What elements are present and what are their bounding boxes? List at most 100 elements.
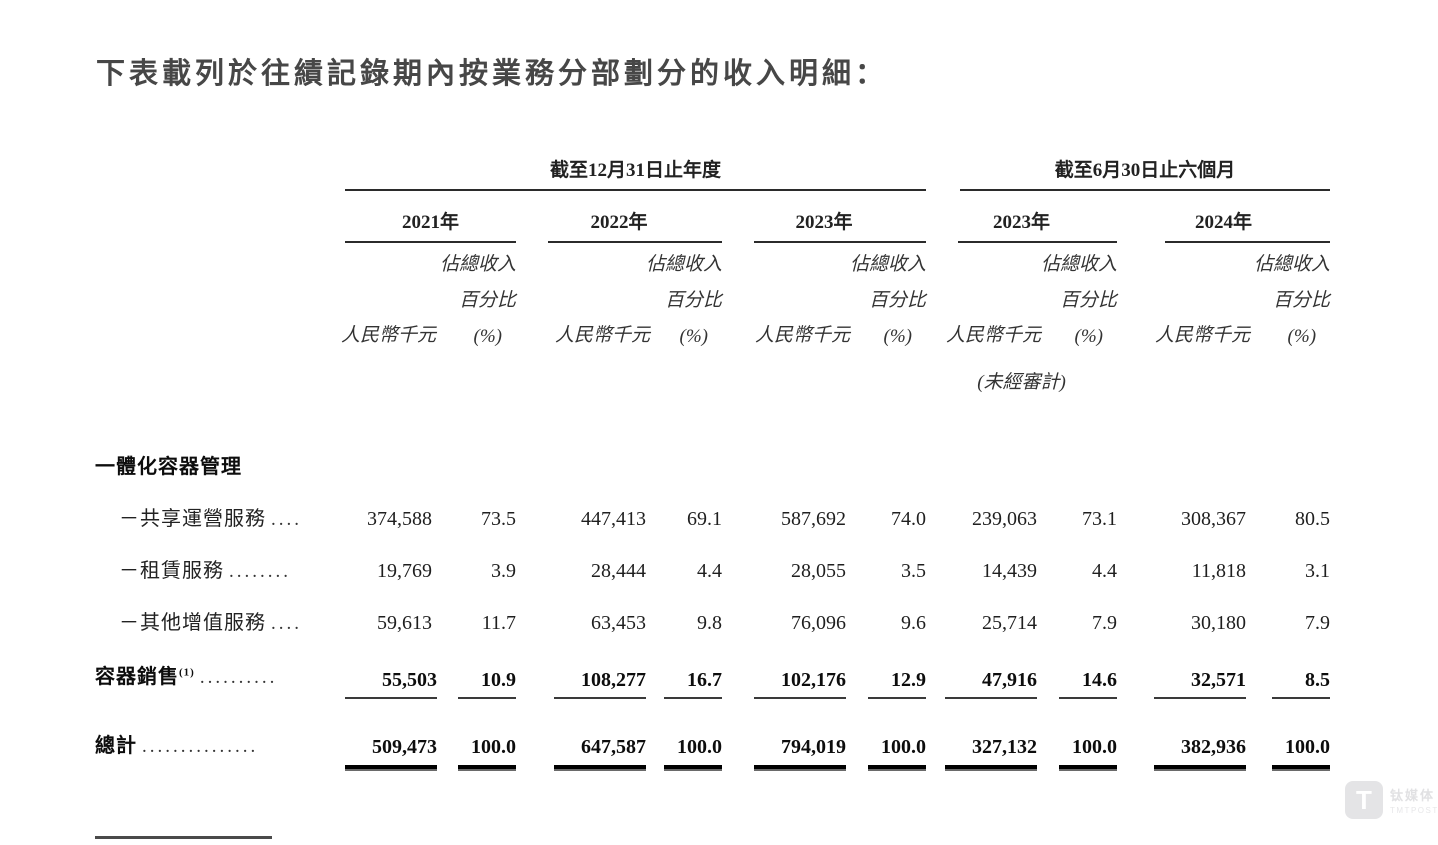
revenue-value-cell: 76,096 (791, 612, 846, 634)
revenue-value-cell: 30,180 (1191, 612, 1247, 634)
year-col-2021: 2021年 (345, 191, 516, 243)
year-col-2023-interim: 2023年 (926, 191, 1118, 243)
percent-header-cell: 佔總收入 百分比 (%) (439, 254, 516, 347)
percent-value-cell: 7.9 (1305, 612, 1331, 634)
period-group-annual: 截至12月31日止年度 (345, 145, 927, 191)
revenue-value-cell: 382,936 (1117, 699, 1247, 771)
revenue-breakdown-table: 截至12月31日止年度 截至6月30日止六個月 2021年 2022年 2023… (95, 145, 1331, 771)
revenue-value-cell: 25,714 (982, 612, 1038, 634)
empty-cell (95, 145, 345, 191)
year-col-2023: 2023年 (722, 191, 927, 243)
period-group-header-row: 截至12月31日止年度 截至6月30日止六個月 (95, 145, 1331, 191)
row-other-value-added-services: －其他增值服務.... 59,613 11.7 63,453 9.8 76,09… (95, 583, 1330, 635)
period-group-label-annual: 截至12月31日止年度 (345, 155, 927, 191)
period-group-label-interim: 截至6月30日止六個月 (960, 155, 1331, 191)
percent-header-cell: 佔總收入 百分比 (%) (646, 254, 723, 347)
year-header-row: 2021年 2022年 2023年 2023年 2024年 (95, 191, 1331, 243)
percent-value-cell: 9.6 (901, 612, 927, 634)
row-label: －租賃服務........ (119, 560, 291, 582)
percent-value-cell: 4.4 (1092, 560, 1118, 582)
unit-header-cell: 人民幣千元 (1155, 325, 1251, 346)
percent-value-cell: 11.7 (481, 612, 516, 634)
tmtpost-watermark-text: 钛媒体 TMTPOST (1390, 785, 1438, 815)
spacer-row (95, 395, 1330, 425)
percent-value-cell: 73.1 (1082, 508, 1118, 530)
row-label: －共享運營服務.... (119, 508, 302, 530)
percent-value-cell: 69.1 (687, 508, 722, 530)
percent-value-cell: 80.5 (1295, 508, 1331, 530)
percent-value-cell: 10.9 (432, 635, 516, 699)
period-group-interim: 截至6月30日止六個月 (926, 145, 1331, 191)
revenue-value-cell: 55,503 (345, 635, 437, 699)
percent-value-cell: 100.0 (646, 699, 722, 771)
percent-value-cell: 100.0 (432, 699, 516, 771)
percent-value-cell: 100.0 (1037, 699, 1118, 771)
revenue-value-cell: 19,769 (377, 560, 432, 582)
unaudited-note-row: (未經審計) (95, 355, 1330, 395)
empty-cell (95, 191, 345, 243)
revenue-value-cell: 28,444 (591, 560, 646, 582)
revenue-value-cell: 11,818 (1191, 560, 1247, 582)
row-leasing-services: －租賃服務........ 19,769 3.9 28,444 4.4 28,0… (95, 531, 1330, 583)
watermark-name-cn: 钛媒体 (1390, 788, 1436, 803)
revenue-table: 截至12月31日止年度 截至6月30日止六個月 2021年 2022年 2023… (95, 145, 1331, 771)
percent-value-cell: 8.5 (1246, 635, 1331, 699)
unit-header-cell: 人民幣千元 (340, 325, 436, 346)
row-shared-operation-services: －共享運營服務.... 374,588 73.5 447,413 69.1 58… (95, 479, 1330, 531)
percent-value-cell: 73.5 (481, 508, 516, 530)
percent-value-cell: 16.7 (646, 635, 722, 699)
revenue-value-cell: 647,587 (516, 699, 646, 771)
unit-header-row: 人民幣千元 佔總收入 百分比 (%) 人民幣千元 佔總收入 百分比 (%) 人民… (95, 243, 1330, 355)
row-container-sales: 容器銷售(1).......... 55,503 10.9 108,277 16… (95, 635, 1331, 699)
percent-value-cell: 3.5 (901, 560, 927, 582)
revenue-value-cell: 239,063 (972, 508, 1038, 530)
row-label: －其他增值服務.... (119, 612, 302, 634)
row-total: 總計............... 509,473 100.0 647,587 … (95, 699, 1331, 771)
empty-cell (95, 355, 926, 395)
percent-value-cell: 12.9 (846, 635, 927, 699)
revenue-value-cell: 47,916 (926, 635, 1038, 699)
percent-value-cell: 9.8 (697, 612, 722, 634)
row-integrated-container-management: 一體化容器管理 (95, 425, 1330, 479)
percent-header-cell: 佔總收入 百分比 (%) (850, 254, 927, 347)
unit-header-cell: 人民幣千元 (754, 325, 850, 346)
percent-value-cell: 100.0 (846, 699, 927, 771)
percent-value-cell: 74.0 (891, 508, 927, 530)
percent-header-cell: 佔總收入 百分比 (%) (1041, 254, 1118, 347)
revenue-value-cell: 447,413 (581, 508, 646, 530)
revenue-value-cell: 327,132 (926, 699, 1038, 771)
unaudited-note: (未經審計) (977, 372, 1066, 393)
empty-cell (95, 243, 345, 355)
revenue-value-cell: 59,613 (377, 612, 432, 634)
percent-value-cell: 100.0 (1246, 699, 1331, 771)
revenue-value-cell: 108,277 (516, 635, 646, 699)
empty-cell (1117, 355, 1330, 395)
row-label: 總計............... (95, 735, 259, 757)
percent-header-cell: 佔總收入 百分比 (%) (1254, 254, 1331, 347)
unit-header-cell: 人民幣千元 (554, 325, 650, 346)
tmtpost-logo-icon: T (1345, 781, 1383, 819)
revenue-value-cell: 28,055 (791, 560, 846, 582)
revenue-value-cell: 308,367 (1181, 508, 1247, 530)
watermark-name-en: TMTPOST (1390, 806, 1438, 815)
percent-value-cell: 7.9 (1092, 612, 1118, 634)
revenue-value-cell: 587,692 (781, 508, 846, 530)
percent-value-cell: 14.6 (1037, 635, 1118, 699)
revenue-value-cell: 32,571 (1117, 635, 1247, 699)
row-label: 一體化容器管理 (95, 456, 242, 478)
revenue-value-cell: 509,473 (345, 699, 437, 771)
revenue-value-cell: 14,439 (982, 560, 1038, 582)
revenue-value-cell: 102,176 (722, 635, 846, 699)
row-label: 容器銷售(1).......... (95, 666, 278, 688)
percent-value-cell: 4.4 (697, 560, 722, 582)
revenue-value-cell: 374,588 (367, 508, 432, 530)
year-col-2022: 2022年 (516, 191, 722, 243)
percent-value-cell: 3.9 (491, 560, 516, 582)
revenue-value-cell: 63,453 (591, 612, 646, 634)
footnote-divider (95, 836, 272, 839)
revenue-value-cell: 794,019 (722, 699, 846, 771)
tmtpost-watermark: T 钛媒体 TMTPOST (1345, 781, 1438, 819)
page-title: 下表載列於往績記錄期內按業務分部劃分的收入明細： (96, 58, 889, 90)
year-col-2024-interim: 2024年 (1117, 191, 1331, 243)
